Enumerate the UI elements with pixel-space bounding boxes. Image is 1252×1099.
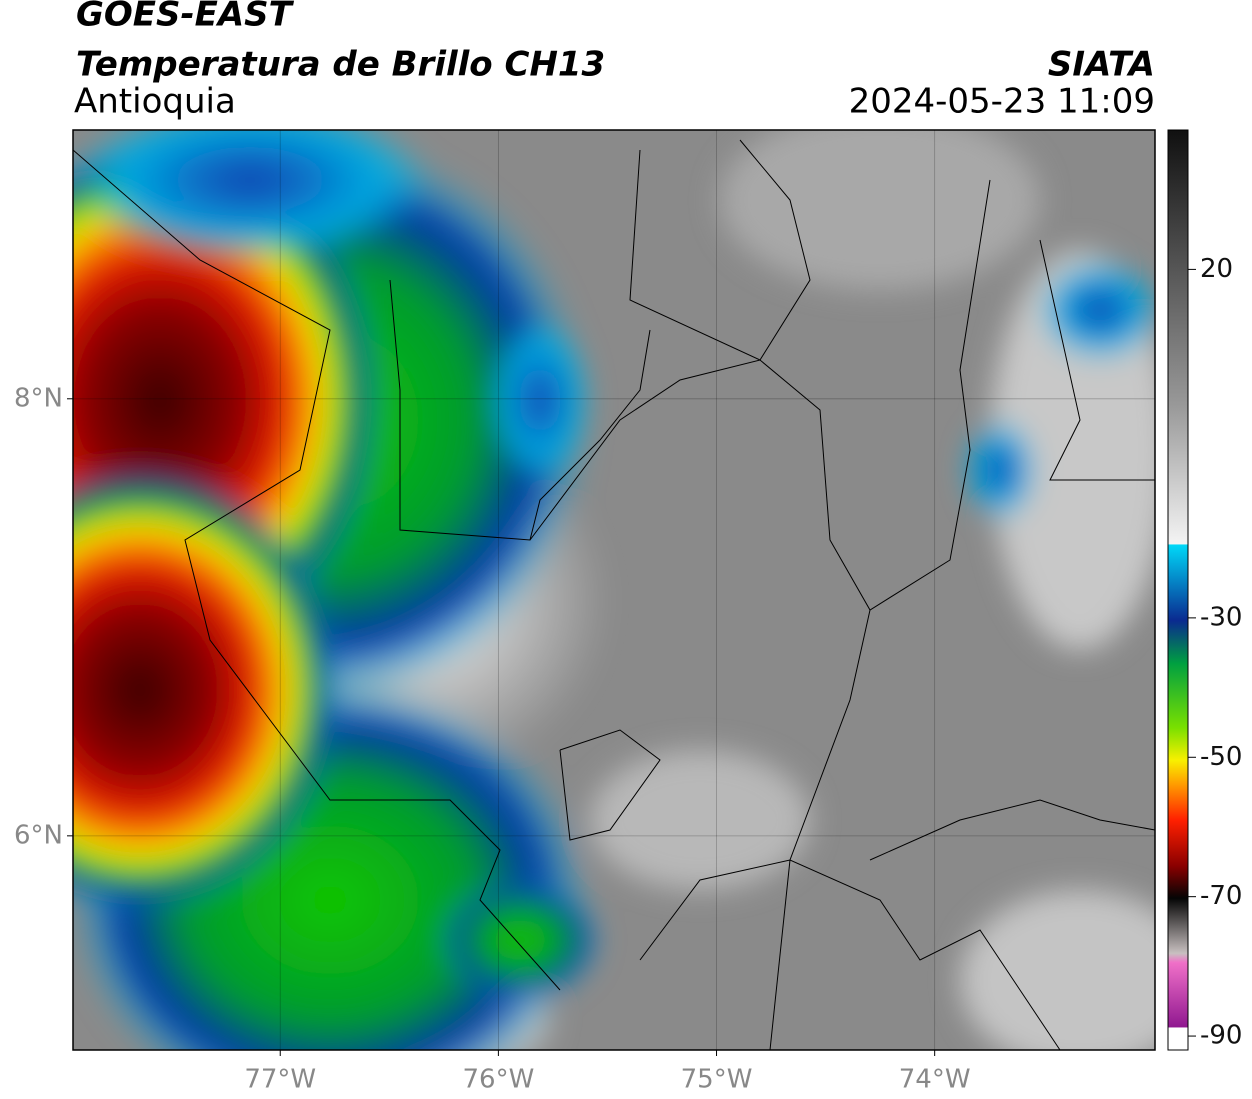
borders: [73, 139, 1155, 1050]
x-tick-label: 74°W: [899, 1065, 971, 1095]
timestamp: 2024-05-23 11:09: [849, 82, 1155, 122]
region: Antioquia: [74, 82, 236, 122]
colorbar-tick-label: -90: [1200, 1021, 1242, 1051]
map-frame: [72, 129, 1156, 1051]
title: GOES-EAST: [76, 0, 295, 35]
colorbar-tick-label: -30: [1200, 602, 1242, 632]
x-tick-label: 77°W: [244, 1065, 316, 1095]
colorbar-tick-label: -50: [1200, 742, 1242, 772]
colorbar-tick-label: -70: [1200, 881, 1242, 911]
subtitle: Temperatura de Brillo CH13: [76, 45, 605, 85]
x-tick-label: 76°W: [462, 1065, 534, 1095]
colorbar: [1167, 129, 1189, 1051]
source: SIATA: [1048, 45, 1155, 85]
x-tick-label: 75°W: [681, 1065, 753, 1095]
colorbar-tick-label: 20: [1200, 254, 1233, 284]
y-tick-label: 6°N: [14, 820, 63, 850]
satellite-image: [73, 130, 1155, 1050]
y-tick-label: 8°N: [14, 383, 63, 413]
